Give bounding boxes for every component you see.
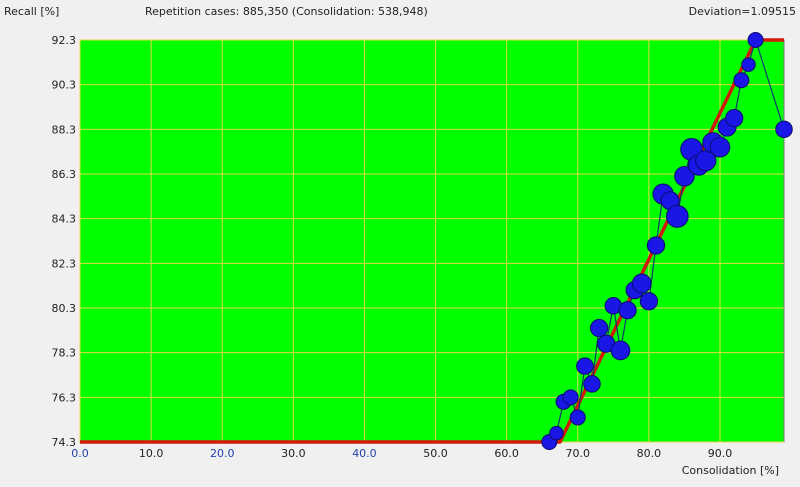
data-point <box>610 340 631 361</box>
y-tick-label: 90.3 <box>52 79 77 92</box>
data-point <box>569 409 586 426</box>
y-tick-label: 84.3 <box>52 213 77 226</box>
x-axis-label: Consolidation [%] <box>682 464 779 477</box>
data-point <box>741 57 756 72</box>
y-tick-label: 86.3 <box>52 168 77 181</box>
grid <box>79 39 785 443</box>
summary-text: Repetition cases: 885,350 (Consolidation… <box>145 5 428 18</box>
y-tick-labels: 74.3 76.3 78.3 80.3 82.3 84.3 86.3 88.3 90.3 92.3 <box>52 34 77 449</box>
y-tick-label: 88.3 <box>52 123 77 136</box>
x-tick-label: 10.0 <box>139 447 164 460</box>
plot-area <box>79 39 785 443</box>
data-point <box>618 301 637 320</box>
x-tick-label: 20.0 <box>210 447 235 460</box>
y-tick-label: 78.3 <box>52 347 77 360</box>
data-point <box>646 236 666 255</box>
data-point <box>709 136 731 158</box>
x-tick-label: 50.0 <box>423 447 448 460</box>
x-tick-label: 90.0 <box>708 447 733 460</box>
data-point <box>583 375 601 393</box>
data-point <box>639 292 659 311</box>
x-tick-label: 40.0 <box>352 447 377 460</box>
data-point <box>562 389 579 406</box>
data-point <box>665 205 689 228</box>
deviation-text: Deviation=1.09515 <box>689 5 796 18</box>
y-tick-label: 92.3 <box>52 34 77 47</box>
data-point <box>631 273 652 294</box>
y-axis-label: Recall [%] <box>4 5 59 18</box>
y-tick-label: 80.3 <box>52 302 77 315</box>
data-point <box>733 72 750 89</box>
x-tick-labels: 0.0 10.0 20.0 30.0 40.0 50.0 60.0 70.0 80.0 90.0 <box>71 447 732 460</box>
data-point <box>725 109 744 128</box>
x-tick-label: 30.0 <box>281 447 306 460</box>
data-point <box>549 425 564 441</box>
y-tick-label: 74.3 <box>52 436 77 449</box>
data-point <box>674 165 695 187</box>
y-tick-label: 82.3 <box>52 257 77 270</box>
y-tick-label: 76.3 <box>52 391 77 404</box>
x-tick-label: 0.0 <box>71 447 89 460</box>
x-tick-label: 80.0 <box>637 447 662 460</box>
x-tick-label: 70.0 <box>566 447 591 460</box>
x-tick-label: 60.0 <box>494 447 519 460</box>
points-layer <box>541 32 793 450</box>
data-point <box>775 120 793 139</box>
data-point <box>589 318 609 338</box>
data-point <box>576 357 594 375</box>
data-point <box>747 32 764 48</box>
